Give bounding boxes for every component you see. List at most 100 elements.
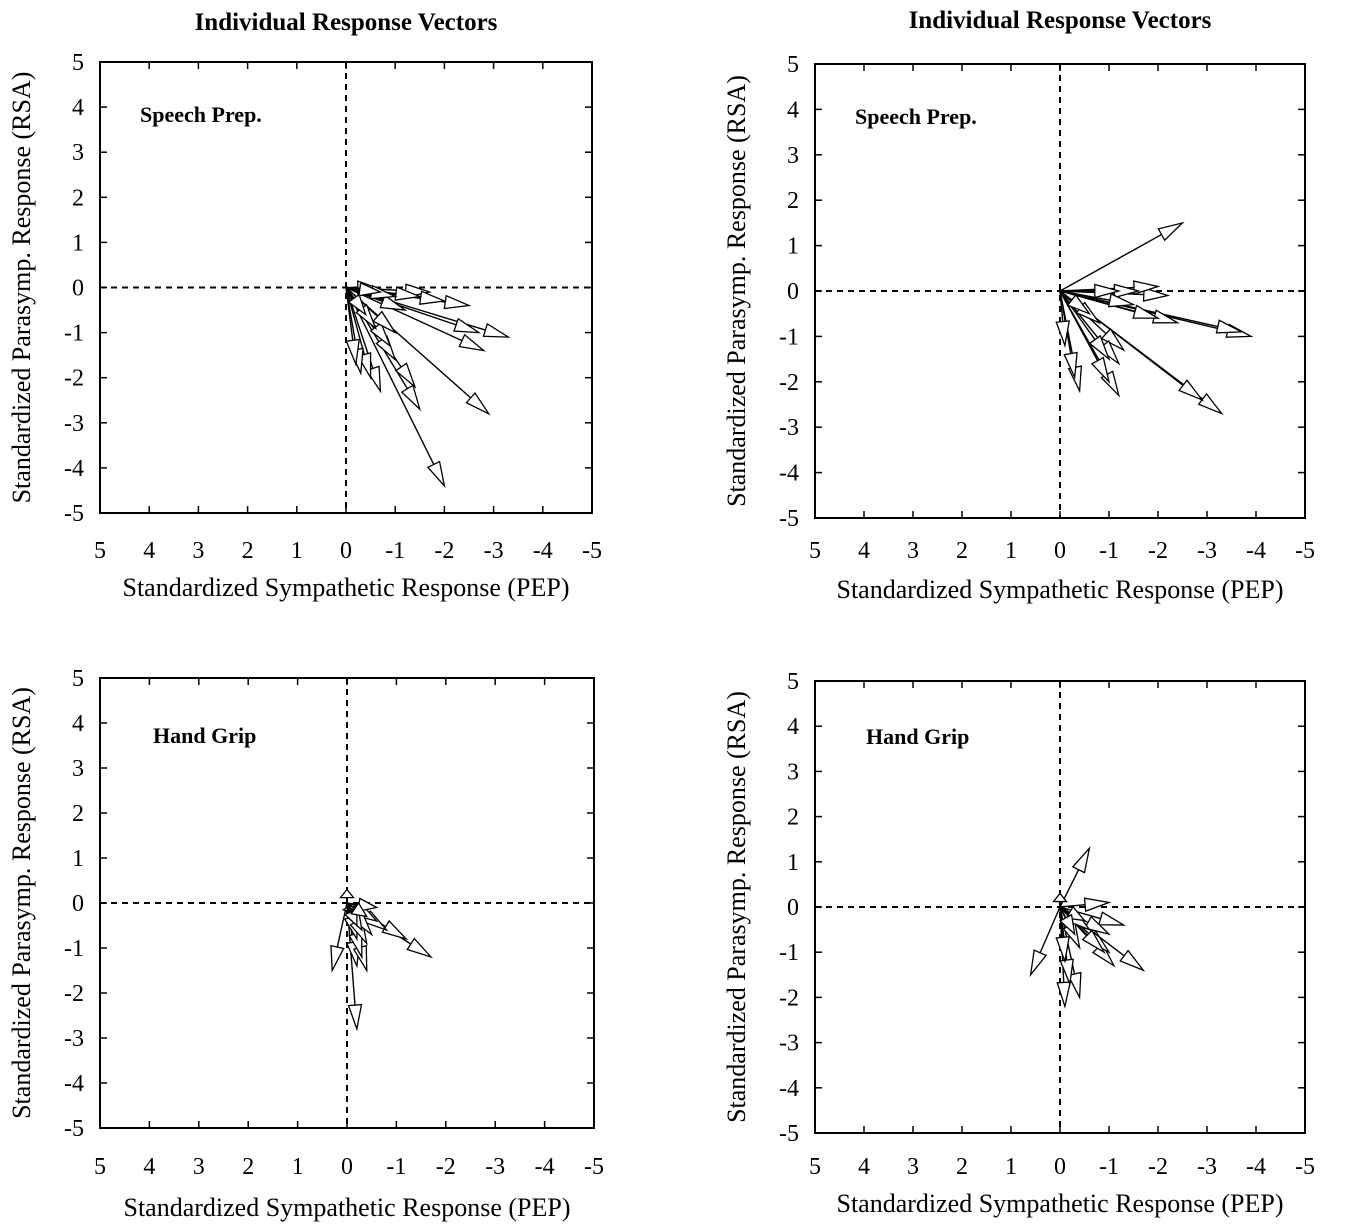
x-tick-label: -2 (434, 538, 454, 564)
x-tick-label: -3 (1197, 538, 1217, 564)
x-tick-label: 3 (907, 538, 919, 564)
x-tick-label: 2 (242, 538, 254, 564)
y-tick-label: -1 (779, 940, 799, 966)
x-tick-label: -5 (1295, 1154, 1315, 1180)
x-tick-label: 0 (341, 1154, 353, 1180)
y-tick-label: 2 (72, 801, 84, 827)
chart-panel-1: Individual Response Vectors 5 4 3 2 1 0 -1 -2 -3 -… (7, 9, 602, 602)
response-vector (345, 287, 446, 489)
y-tick-label: -1 (779, 324, 799, 350)
chart-title: Individual Response Vectors (195, 9, 498, 36)
response-vector (345, 287, 360, 367)
y-axis-label: Standardized Parasymp. Response (RSA) (722, 691, 751, 1123)
response-vector (1059, 290, 1111, 362)
y-tick-label: 4 (72, 711, 84, 737)
response-vector (1059, 290, 1136, 308)
response-vector (1059, 290, 1111, 384)
y-tick-label: -4 (64, 1071, 84, 1097)
x-tick-label: -4 (535, 1154, 555, 1180)
y-tick-label: -4 (779, 461, 799, 487)
y-tick-label: -2 (64, 366, 84, 392)
y-tick-label: -3 (779, 415, 799, 441)
response-vector (345, 287, 367, 317)
x-tick-label: -5 (582, 538, 602, 564)
y-tick-label: 4 (787, 97, 799, 123)
y-tick-label: 2 (72, 185, 84, 211)
x-tick-label: 4 (143, 1154, 155, 1180)
y-tick-label: 5 (787, 669, 799, 695)
y-tick-label: 5 (72, 50, 84, 76)
x-tick-label: -4 (533, 538, 553, 564)
y-tick-label: 4 (72, 95, 84, 121)
y-tick-label: -1 (64, 321, 84, 347)
x-tick-label: 4 (858, 538, 870, 564)
x-tick-label: -1 (1099, 538, 1119, 564)
y-tick-label: -4 (779, 1076, 799, 1102)
y-tick-label: 4 (787, 714, 799, 740)
x-tick-label: -2 (1148, 538, 1168, 564)
x-axis-label: Standardized Sympathetic Response (PEP) (124, 1193, 571, 1222)
response-vector (1059, 906, 1076, 936)
x-tick-label: 1 (291, 538, 303, 564)
response-vector (345, 281, 383, 297)
y-tick-label: -3 (64, 411, 84, 437)
x-tick-label: -4 (1246, 538, 1266, 564)
y-tick-label: 2 (787, 188, 799, 214)
response-vector (1059, 897, 1112, 913)
y-tick-label: -5 (779, 506, 799, 532)
y-tick-label: 0 (787, 279, 799, 305)
y-tick-label: 3 (72, 756, 84, 782)
x-tick-label: -3 (485, 1154, 505, 1180)
x-tick-label: 5 (809, 538, 821, 564)
response-vector (345, 286, 487, 352)
y-tick-label: -3 (779, 1031, 799, 1057)
x-axis-label: Standardized Sympathetic Response (PEP) (123, 573, 570, 602)
y-tick-label: -2 (779, 370, 799, 396)
y-tick-label: -1 (64, 936, 84, 962)
x-tick-label: 5 (94, 538, 106, 564)
x-tick-label: 1 (1005, 1154, 1017, 1180)
y-tick-label: 1 (787, 234, 799, 260)
x-tick-label: 4 (858, 1154, 870, 1180)
x-axis-label: Standardized Sympathetic Response (PEP) (837, 575, 1284, 604)
chart-panel-4: 5 4 3 2 1 0 -1 -2 -3 -4 -5 5 4 3 2 1 0 -1 -2 -3 -4 -5 Hand Gri… (722, 669, 1315, 1218)
x-tick-label: -3 (484, 538, 504, 564)
y-tick-label: -5 (64, 501, 84, 527)
x-tick-label: 1 (1005, 538, 1017, 564)
y-axis-label: Standardized Parasymp. Response (RSA) (7, 687, 36, 1119)
x-tick-label: 3 (192, 538, 204, 564)
x-axis-label: Standardized Sympathetic Response (PEP) (837, 1189, 1284, 1218)
x-tick-label: -3 (1197, 1154, 1217, 1180)
y-tick-label: 0 (72, 276, 84, 302)
x-tick-label: -2 (436, 1154, 456, 1180)
response-vector (1052, 892, 1068, 907)
y-tick-label: 3 (787, 143, 799, 169)
response-vector (1059, 221, 1185, 292)
x-tick-label: 3 (193, 1154, 205, 1180)
x-tick-label: -4 (1246, 1154, 1266, 1180)
x-tick-label: 0 (1054, 538, 1066, 564)
chart-panel-3: 5 4 3 2 1 0 -1 -2 -3 -4 -5 5 4 3 2 1 0 -1 -2 -3 -4 -5 Hand Gri… (7, 666, 604, 1222)
response-vector (1055, 290, 1071, 348)
x-tick-label: 1 (292, 1154, 304, 1180)
x-tick-label: 2 (956, 538, 968, 564)
y-tick-label: 2 (787, 805, 799, 831)
y-tick-label: -5 (64, 1116, 84, 1142)
y-tick-label: 1 (72, 230, 84, 256)
response-vector (1029, 906, 1061, 978)
y-tick-label: -3 (64, 1026, 84, 1052)
y-tick-label: 0 (72, 891, 84, 917)
y-tick-label: 1 (787, 850, 799, 876)
response-vector (330, 902, 348, 973)
response-vector (346, 901, 369, 918)
y-tick-label: 1 (72, 846, 84, 872)
x-tick-label: 4 (143, 538, 155, 564)
x-tick-label: 0 (1054, 1154, 1066, 1180)
x-tick-label: -2 (1148, 1154, 1168, 1180)
x-tick-label: -5 (1295, 538, 1315, 564)
chart-panel-2: Individual Response Vectors 5 4 3 2 1 0 -1 -2 -3 -… (722, 7, 1315, 604)
response-vector (1059, 290, 1092, 316)
x-tick-label: 2 (242, 1154, 254, 1180)
x-tick-label: 2 (956, 1154, 968, 1180)
